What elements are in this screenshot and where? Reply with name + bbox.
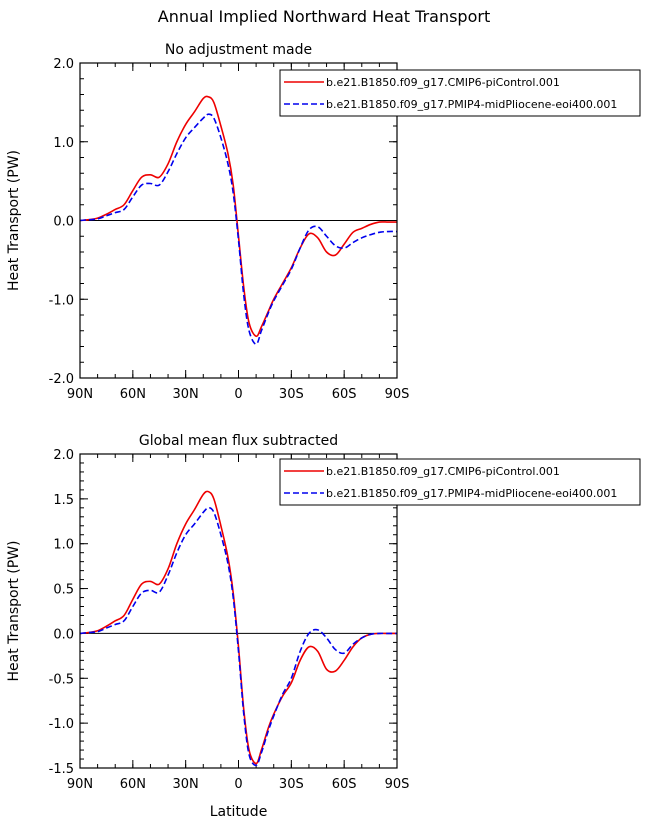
x-tick-label: 60N — [120, 387, 146, 402]
figure-title: Annual Implied Northward Heat Transport — [158, 7, 490, 26]
y-tick-label: -1.5 — [49, 762, 74, 777]
x-tick-label: 90N — [67, 777, 93, 792]
series-line-picontrol — [80, 490, 397, 765]
y-axis-label: Heat Transport (PW) — [6, 540, 22, 681]
legend-label: b.e21.B1850.f09_g17.PMIP4-midPliocene-eo… — [326, 98, 617, 111]
panel-title: No adjustment made — [165, 42, 312, 58]
x-axis-label: Latitude — [210, 804, 268, 820]
x-tick-label: 30N — [173, 387, 199, 402]
legend-box — [279, 458, 641, 506]
legend-label: b.e21.B1850.f09_g17.PMIP4-midPliocene-eo… — [326, 487, 617, 500]
y-tick-label: -1.0 — [49, 293, 74, 308]
x-tick-label: 0 — [234, 777, 242, 792]
y-tick-label: -2.0 — [49, 372, 74, 387]
y-tick-label: -1.0 — [49, 717, 74, 732]
y-tick-label: 0.0 — [53, 215, 74, 230]
x-tick-label: 30S — [279, 777, 304, 792]
x-tick-label: 60S — [332, 777, 357, 792]
y-tick-label: 2.0 — [53, 448, 74, 463]
x-tick-label: 0 — [234, 387, 242, 402]
y-tick-label: 0.5 — [53, 583, 74, 598]
x-tick-label: 90N — [67, 387, 93, 402]
plot-frame — [79, 453, 398, 769]
series-line-midpliocene — [80, 507, 397, 767]
y-tick-label: 1.0 — [53, 136, 74, 151]
x-tick-label: 90S — [385, 387, 410, 402]
series-line-midpliocene — [80, 113, 397, 345]
x-tick-label: 60N — [120, 777, 146, 792]
y-axis-label: Heat Transport (PW) — [6, 150, 22, 291]
y-tick-label: 0.0 — [53, 627, 74, 642]
y-tick-label: 1.5 — [53, 493, 74, 508]
legend-box — [279, 69, 641, 117]
plot-frame — [79, 62, 398, 379]
panel-title: Global mean flux subtracted — [139, 433, 338, 449]
bottom-panel: Global mean flux subtracted 90N 60N 30N 0 30S… — [6, 433, 641, 820]
y-tick-label: -0.5 — [49, 672, 74, 687]
legend-label: b.e21.B1850.f09_g17.CMIP6-piControl.001 — [326, 465, 560, 478]
y-tick-label: 2.0 — [53, 57, 74, 72]
top-panel: No adjustment made 90N 60N 30N 0 30S 60S 90S -2.… — [6, 42, 641, 402]
x-tick-label: 60S — [332, 387, 357, 402]
legend-label: b.e21.B1850.f09_g17.CMIP6-piControl.001 — [326, 76, 560, 89]
x-tick-label: 30N — [173, 777, 199, 792]
x-tick-label: 30S — [279, 387, 304, 402]
series-line-picontrol — [80, 95, 397, 338]
y-tick-label: 1.0 — [53, 538, 74, 553]
x-tick-label: 90S — [385, 777, 410, 792]
